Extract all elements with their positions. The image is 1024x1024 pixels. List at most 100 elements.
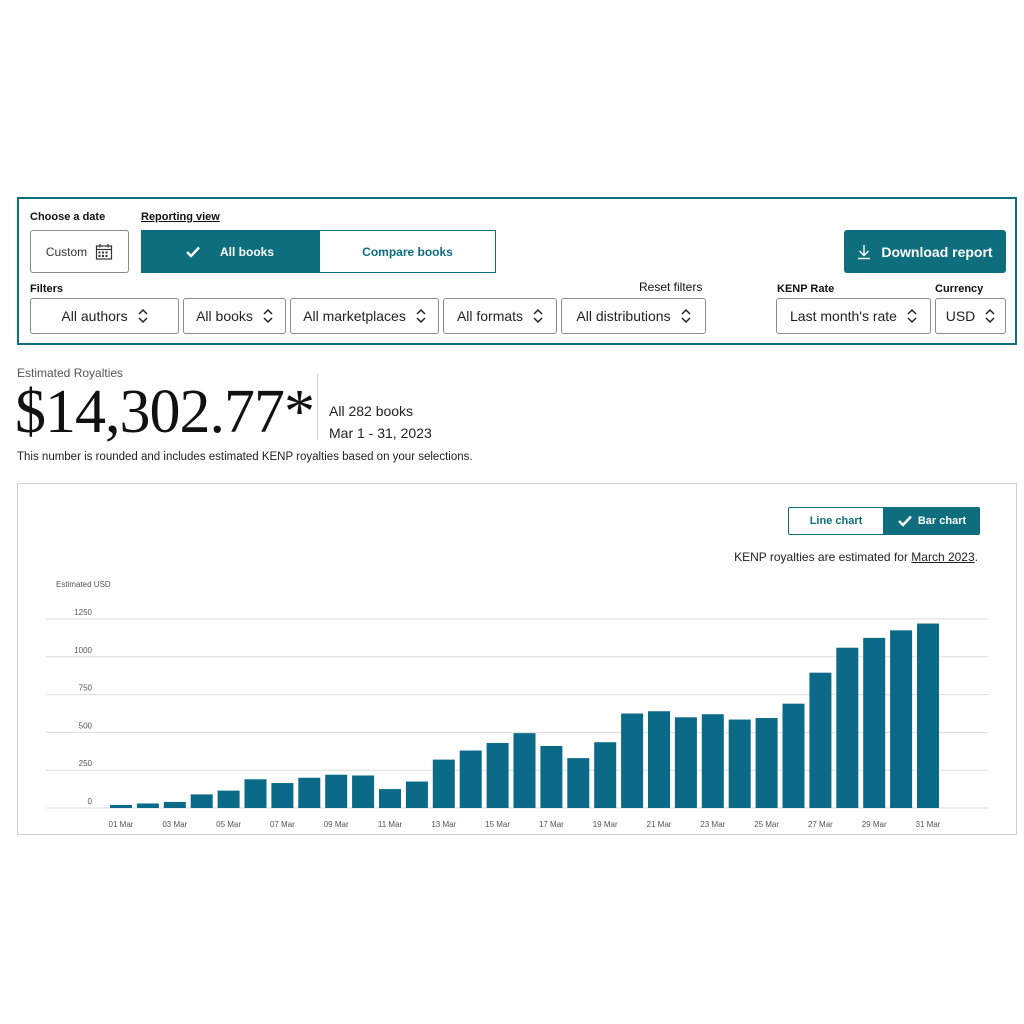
kenp-month-link[interactable]: March 2023 [911,550,975,564]
calendar-icon [96,243,113,260]
x-tick-label: 07 Mar [270,820,295,829]
chevron-updown-icon [907,308,917,324]
bar-08-mar[interactable] [298,777,321,808]
bar-06-mar[interactable] [244,779,267,808]
download-report-button[interactable]: Download report [844,230,1006,273]
x-tick-label: 05 Mar [216,820,241,829]
bar-18-mar[interactable] [567,758,590,808]
rounding-note: This number is rounded and includes esti… [17,451,473,463]
royalties-amount: $14,302.77* [15,378,315,446]
bar-04-mar[interactable] [190,794,213,808]
check-icon [186,246,200,258]
date-value: Custom [45,244,88,259]
bar-30-mar[interactable] [890,630,913,808]
x-tick-label: 09 Mar [324,820,349,829]
bar-05-mar[interactable] [217,790,240,808]
marketplaces-select[interactable]: All marketplaces [290,298,439,334]
x-tick-label: 25 Mar [754,820,779,829]
bar-22-mar[interactable] [674,717,697,808]
x-tick-label: 15 Mar [485,820,510,829]
bar-09-mar[interactable] [325,774,348,808]
x-tick-label: 17 Mar [539,820,564,829]
bar-12-mar[interactable] [405,781,428,808]
bar-19-mar[interactable] [594,742,617,808]
bar-31-mar[interactable] [917,623,939,808]
formats-select[interactable]: All formats [443,298,557,334]
kenp-rate-select-value: Last month's rate [790,308,897,324]
kenp-estimate-note: KENP royalties are estimated for March 2… [734,550,978,564]
bar-16-mar[interactable] [513,733,536,808]
kenp-note-text: KENP royalties are estimated for [734,550,912,564]
bar-chart-toggle[interactable]: Bar chart [884,507,980,535]
chart-card: Line chart Bar chart KENP royalties are … [17,483,1017,835]
kenp-rate-label: KENP Rate [777,283,835,295]
authors-select[interactable]: All authors [30,298,179,334]
bar-10-mar[interactable] [352,775,375,808]
tab-compare-books[interactable]: Compare books [319,230,496,273]
y-tick-label: 250 [79,759,93,768]
x-tick-label: 23 Mar [700,820,725,829]
chart-bars [110,623,939,809]
bar-21-mar[interactable] [648,711,670,808]
bar-23-mar[interactable] [701,714,724,808]
x-tick-label: 19 Mar [593,820,618,829]
x-tick-label: 11 Mar [378,820,403,829]
bar-14-mar[interactable] [459,750,482,808]
bar-15-mar[interactable] [486,742,509,808]
currency-select[interactable]: USD [935,298,1006,334]
y-tick-label: 0 [88,797,93,806]
chevron-updown-icon [416,308,426,324]
bar-25-mar[interactable] [755,718,778,808]
books-select-value: All books [196,308,253,324]
authors-select-value: All authors [61,308,128,324]
summary-divider [317,374,318,440]
chevron-updown-icon [533,308,543,324]
x-tick-label: 03 Mar [162,820,187,829]
chevron-updown-icon [138,308,148,324]
chevron-updown-icon [681,308,691,324]
bar-27-mar[interactable] [809,672,832,808]
bar-03-mar[interactable] [163,801,186,808]
x-tick-label: 21 Mar [647,820,672,829]
reporting-view-label[interactable]: Reporting view [141,211,220,223]
download-report-label: Download report [881,243,993,260]
estimated-royalties-label: Estimated Royalties [17,366,124,380]
bar-17-mar[interactable] [540,746,563,808]
bar-26-mar[interactable] [782,703,805,808]
bar-29-mar[interactable] [863,637,886,808]
books-select[interactable]: All books [183,298,286,334]
kenp-rate-select[interactable]: Last month's rate [776,298,931,334]
bar-24-mar[interactable] [728,719,751,808]
line-chart-label: Line chart [809,515,863,527]
bar-13-mar[interactable] [432,759,455,808]
tab-compare-books-label: Compare books [362,244,453,259]
x-axis-ticks: 01 Mar 03 Mar 05 Mar 07 Mar 09 Mar 11 Mar 13 M… [109,820,941,829]
currency-label: Currency [935,283,984,295]
filters-label: Filters [30,283,64,295]
bar-07-mar[interactable] [271,783,294,808]
bar-28-mar[interactable] [836,647,859,808]
distributions-select[interactable]: All distributions [561,298,706,334]
x-tick-label: 27 Mar [808,820,833,829]
line-chart-toggle[interactable]: Line chart [788,507,884,535]
y-tick-label: 1250 [74,608,92,617]
bar-02-mar[interactable] [136,803,159,808]
bar-11-mar[interactable] [379,789,401,808]
marketplaces-select-value: All marketplaces [303,308,406,324]
y-tick-label: 500 [79,721,93,730]
date-picker[interactable]: Custom [30,230,129,273]
chevron-updown-icon [985,308,995,324]
y-axis-label: Estimated USD [56,580,111,589]
currency-select-value: USD [945,308,976,324]
tab-all-books-label: All books [219,244,274,259]
chevron-updown-icon [263,308,273,324]
y-tick-label: 750 [79,684,93,693]
download-icon [858,244,871,259]
tab-all-books[interactable]: All books [141,230,319,273]
bar-20-mar[interactable] [621,713,644,809]
check-icon [897,515,912,527]
y-tick-label: 1000 [74,646,92,655]
bar-01-mar[interactable] [110,804,132,808]
reset-filters-link[interactable]: Reset filters [639,280,703,294]
